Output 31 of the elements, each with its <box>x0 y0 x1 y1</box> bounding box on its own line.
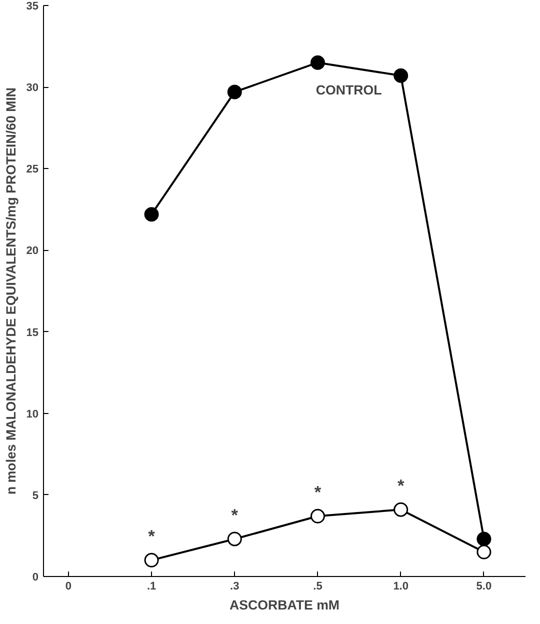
y-tick-label: 35 <box>26 0 39 12</box>
x-tick-label: 5.0 <box>476 580 492 592</box>
point <box>227 84 242 100</box>
y-tick-label: 25 <box>26 164 39 176</box>
point <box>394 502 408 517</box>
point <box>144 207 159 222</box>
y-tick-label: 5 <box>32 490 39 502</box>
y-tick-label: 15 <box>26 326 39 339</box>
point <box>476 544 492 560</box>
y-tick-label: 10 <box>26 408 39 420</box>
point <box>394 68 408 83</box>
point <box>227 532 242 546</box>
x-tick-label: 0 <box>65 580 72 592</box>
y-tick-label: 0 <box>32 572 39 584</box>
x-tick-label: .3 <box>230 580 240 592</box>
x-tick-label: 1.0 <box>393 580 408 592</box>
point <box>476 532 492 546</box>
annotation: * <box>148 526 156 546</box>
point <box>144 552 159 568</box>
x-axis-title: ASCORBATE mM <box>229 598 340 612</box>
series-label: CONTROL <box>316 82 382 98</box>
annotation: * <box>397 476 404 496</box>
point <box>310 508 325 524</box>
y-tick-label: 30 <box>26 82 39 94</box>
annotation: * <box>231 504 238 525</box>
x-tick-label: .5 <box>313 580 322 592</box>
x-tick-label: .1 <box>146 580 156 592</box>
y-axis-title: n moles MALONALDEHYDE EQUIVALENTS/mg PROTEIN/60 MIN <box>3 87 18 495</box>
y-tick-label: 20 <box>26 245 39 258</box>
point <box>310 55 325 70</box>
annotation: * <box>314 482 322 502</box>
